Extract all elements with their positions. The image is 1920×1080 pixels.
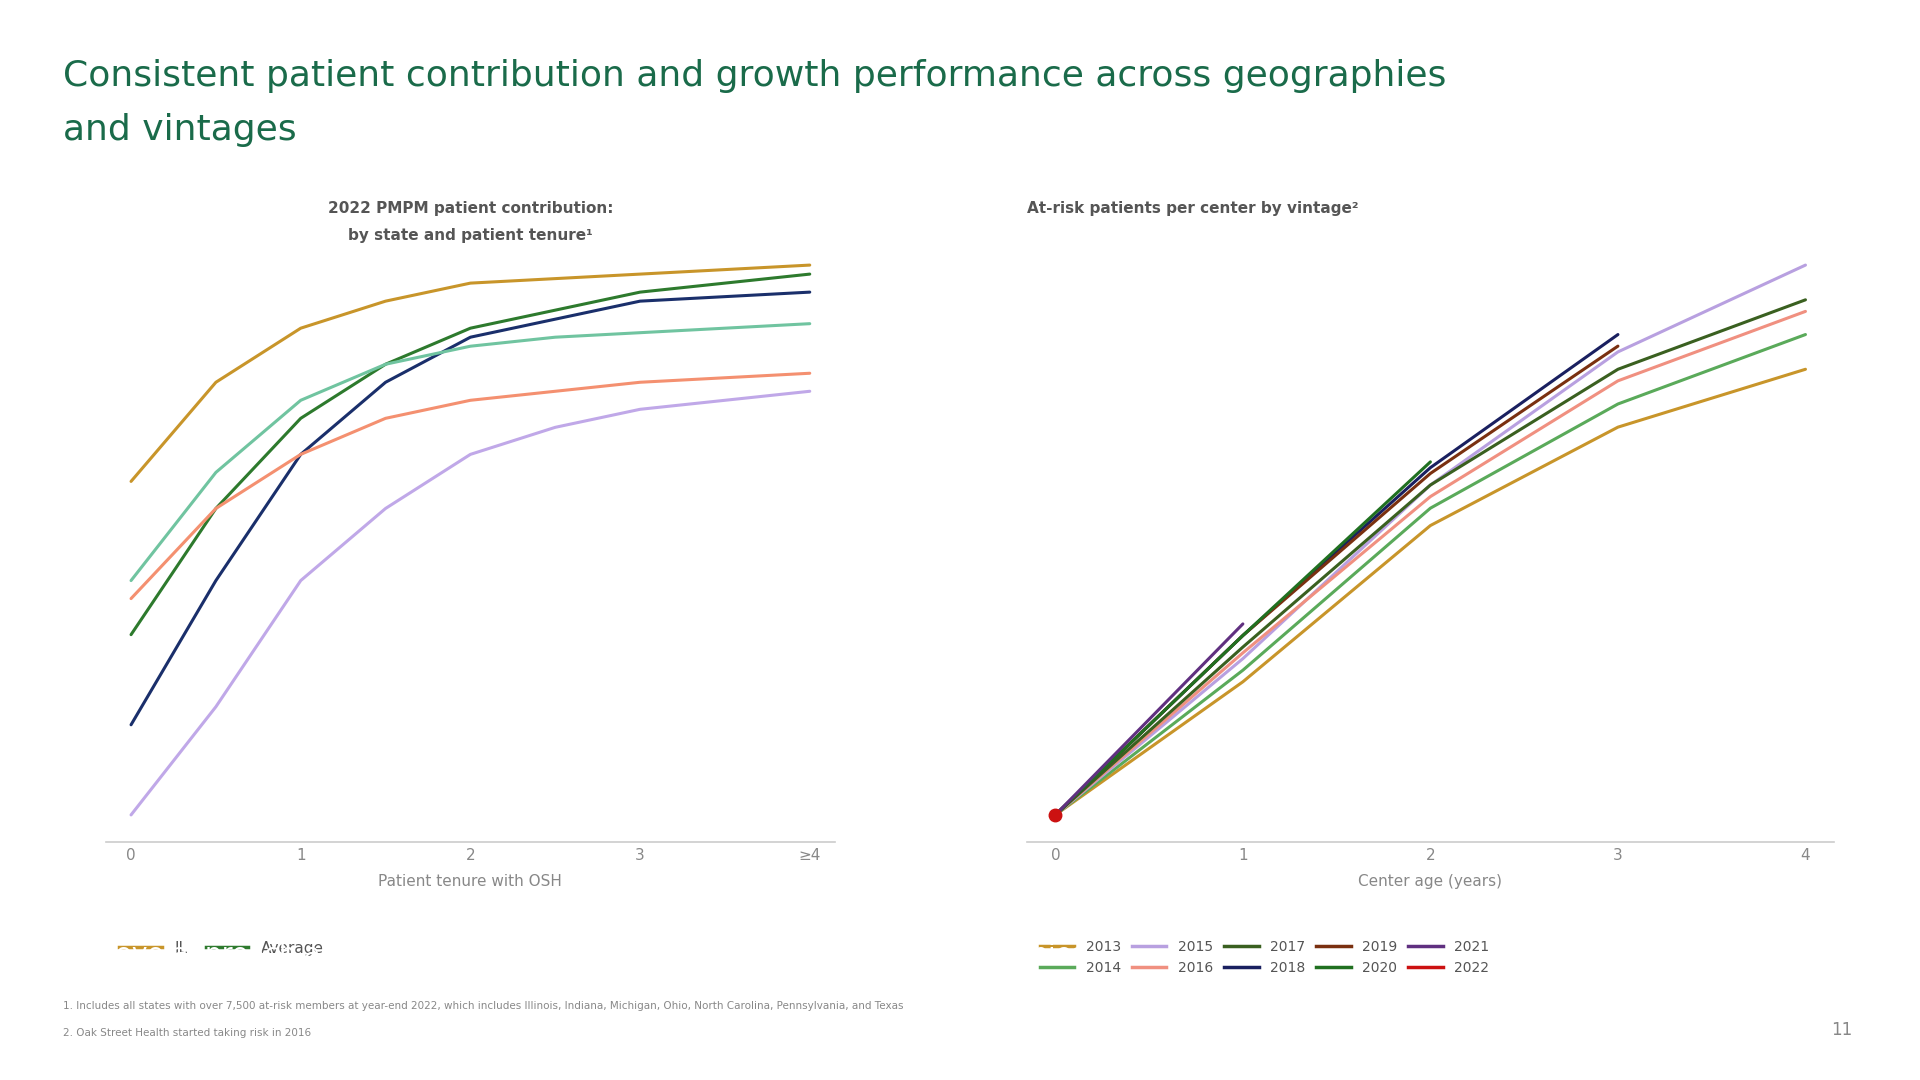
Text: Do novo approach allows for scalability and strong results across geographies: Do novo approach allows for scalability … bbox=[54, 942, 1085, 968]
Text: 2022 PMPM patient contribution:: 2022 PMPM patient contribution: bbox=[328, 201, 612, 216]
X-axis label: Center age (years): Center age (years) bbox=[1359, 874, 1503, 889]
Text: 11: 11 bbox=[1832, 1021, 1853, 1039]
Text: and vintages: and vintages bbox=[63, 113, 298, 147]
Text: Consistent patient contribution and growth performance across geographies: Consistent patient contribution and grow… bbox=[63, 59, 1448, 93]
Text: 1. Includes all states with over 7,500 at-risk members at year-end 2022, which i: 1. Includes all states with over 7,500 a… bbox=[63, 1001, 904, 1011]
Legend: 2013, 2014, 2015, 2016, 2017, 2018, 2019, 2020, 2021, 2022: 2013, 2014, 2015, 2016, 2017, 2018, 2019… bbox=[1035, 934, 1496, 980]
Text: 2. Oak Street Health started taking risk in 2016: 2. Oak Street Health started taking risk… bbox=[63, 1028, 311, 1038]
Text: At-risk patients per center by vintage²: At-risk patients per center by vintage² bbox=[1027, 201, 1359, 216]
Text: by state and patient tenure¹: by state and patient tenure¹ bbox=[348, 228, 593, 243]
X-axis label: Patient tenure with OSH: Patient tenure with OSH bbox=[378, 874, 563, 889]
Legend: IL, Average: IL, Average bbox=[113, 934, 330, 962]
